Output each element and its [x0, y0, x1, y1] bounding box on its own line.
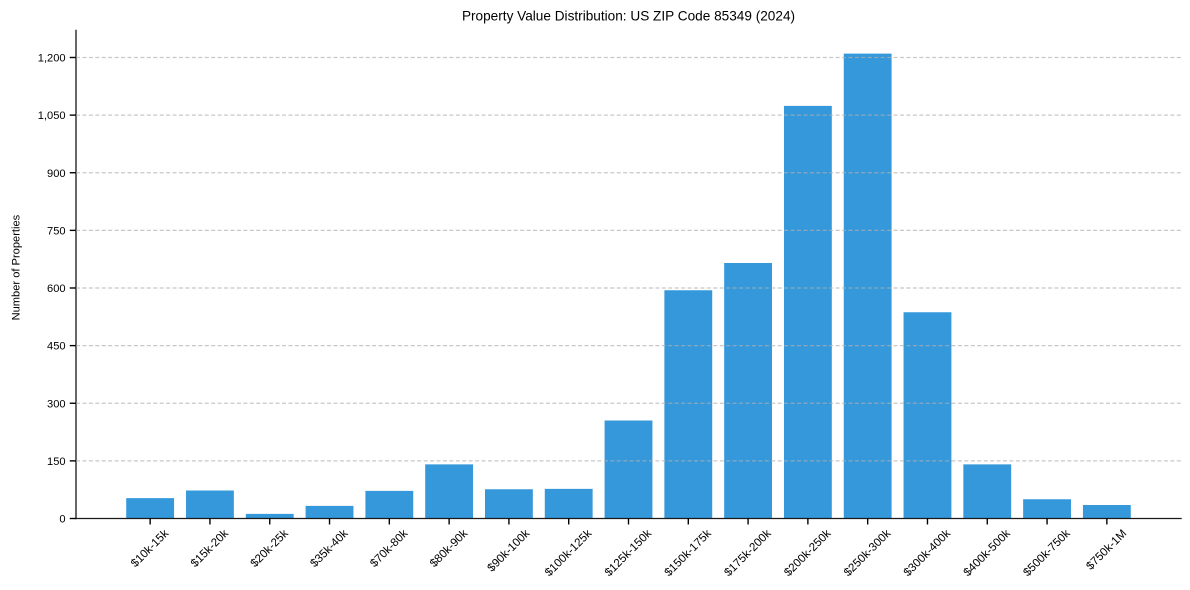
- svg-text:0: 0: [59, 514, 65, 526]
- svg-text:Property Value Distribution: U: Property Value Distribution: US ZIP Code…: [462, 9, 795, 24]
- svg-text:600: 600: [47, 283, 66, 295]
- svg-text:750: 750: [47, 225, 66, 237]
- svg-text:300: 300: [47, 398, 66, 410]
- svg-text:1,050: 1,050: [38, 110, 66, 122]
- svg-text:1,200: 1,200: [38, 53, 66, 65]
- svg-text:150: 150: [47, 456, 66, 468]
- svg-text:Number of Properties: Number of Properties: [11, 214, 23, 320]
- svg-text:900: 900: [47, 168, 66, 180]
- svg-text:450: 450: [47, 341, 66, 353]
